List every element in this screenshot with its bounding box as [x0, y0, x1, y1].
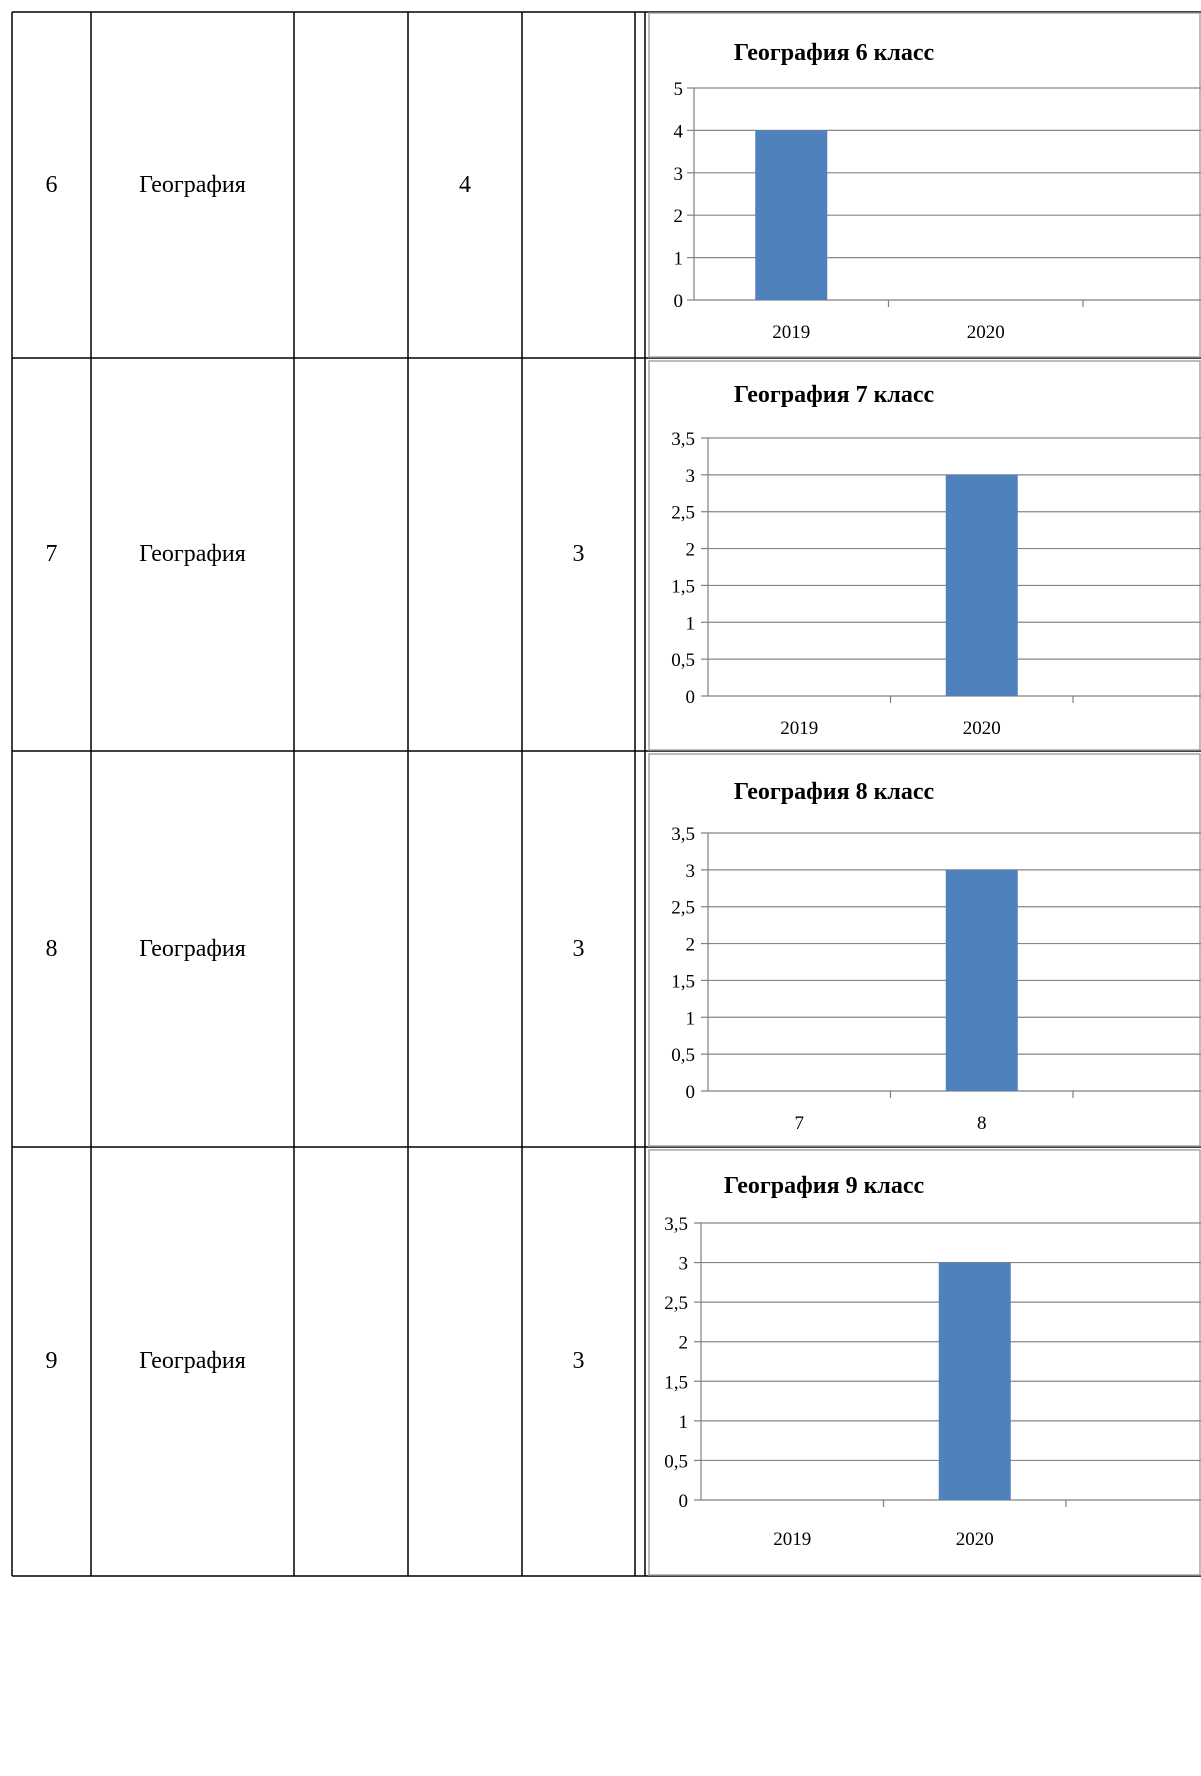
chart-frame	[648, 360, 1201, 751]
subject-cell: География	[139, 171, 246, 198]
y-tick-label: 3,5	[664, 1214, 688, 1235]
y-tick-label: 2	[686, 540, 696, 561]
chart-title: География 9 класс	[724, 1173, 925, 1199]
x-category-label: 2019	[773, 1529, 811, 1550]
cell-col3	[294, 12, 408, 358]
cell-col3	[294, 358, 408, 751]
y-tick-label: 3,5	[671, 429, 695, 450]
subject-cell: География	[139, 541, 246, 567]
y-tick-label: 0,5	[671, 1045, 695, 1066]
x-category-label: 7	[795, 1113, 805, 1134]
bar	[945, 474, 1018, 696]
chart-title: География 6 класс	[734, 40, 935, 66]
chart-geography-6: География 6 класс 0 1 2 3 4 5 2019 2020	[648, 12, 1201, 358]
cell-col5: 3	[572, 935, 585, 962]
chart-geography-9: География 9 класс 0 0,5 1 1,5 2 2,5 3 3,5 2019 202…	[648, 1149, 1201, 1576]
row-number: 6	[45, 171, 58, 198]
y-tick-label: 1	[686, 613, 696, 634]
x-category-label: 2019	[780, 718, 818, 739]
chart-frame	[648, 12, 1201, 358]
y-tick-label: 1,5	[664, 1372, 688, 1393]
y-tick-label: 3	[674, 164, 684, 185]
cell-col4	[408, 358, 522, 751]
subject-cell: География	[139, 935, 246, 962]
y-tick-label: 3	[679, 1254, 689, 1275]
y-tick-label: 3	[686, 466, 696, 487]
bar	[945, 869, 1018, 1091]
x-category-label: 2020	[963, 718, 1001, 739]
chart-frame	[648, 1149, 1201, 1576]
y-tick-label: 3,5	[671, 824, 695, 845]
row-number: 7	[45, 541, 58, 567]
y-tick-label: 0	[686, 687, 696, 708]
y-tick-label: 2,5	[664, 1293, 688, 1314]
bar	[938, 1262, 1011, 1500]
y-tick-label: 0,5	[671, 650, 695, 671]
y-tick-label: 4	[674, 121, 684, 142]
y-tick-label: 2,5	[671, 898, 695, 919]
y-tick-label: 5	[674, 79, 684, 100]
y-tick-label: 1	[686, 1008, 696, 1029]
cell-col4	[408, 1147, 522, 1576]
x-category-label: 2019	[772, 322, 810, 343]
cell-col3	[294, 1147, 408, 1576]
cell-col3	[294, 751, 408, 1147]
row-number: 9	[45, 1348, 58, 1374]
chart-frame	[648, 753, 1201, 1147]
cell-col5: 3	[572, 541, 585, 567]
chart-geography-8: География 8 класс 0 0,5 1 1,5 2 2,5 3 3,5 7 8	[648, 753, 1201, 1147]
y-tick-label: 0	[679, 1491, 689, 1512]
x-category-label: 2020	[967, 322, 1005, 343]
y-tick-label: 1,5	[671, 576, 695, 597]
y-tick-label: 2	[674, 206, 684, 227]
chart-title: География 7 класс	[734, 382, 935, 408]
x-category-label: 2020	[956, 1529, 994, 1550]
y-tick-label: 0,5	[664, 1451, 688, 1472]
y-tick-label: 1	[679, 1412, 689, 1433]
chart-geography-7: География 7 класс 0 0,5 1 1,5 2 2,5 3 3,5 2019 202…	[648, 360, 1201, 751]
x-category-label: 8	[977, 1113, 987, 1134]
y-tick-label: 0	[686, 1082, 696, 1103]
y-tick-label: 3	[686, 861, 696, 882]
y-tick-label: 2,5	[671, 503, 695, 524]
cell-col5	[522, 12, 635, 358]
cell-col5: 3	[572, 1348, 585, 1374]
chart-title: География 8 класс	[734, 779, 935, 805]
y-tick-label: 2	[686, 935, 696, 956]
bar	[755, 130, 828, 300]
cell-col4: 4	[459, 171, 471, 198]
y-tick-label: 2	[679, 1333, 689, 1354]
y-tick-label: 0	[674, 291, 684, 312]
subject-cell: География	[139, 1348, 246, 1374]
y-tick-label: 1,5	[671, 971, 695, 992]
row-number: 8	[45, 935, 58, 962]
cell-col4	[408, 751, 522, 1147]
y-tick-label: 1	[674, 249, 684, 270]
